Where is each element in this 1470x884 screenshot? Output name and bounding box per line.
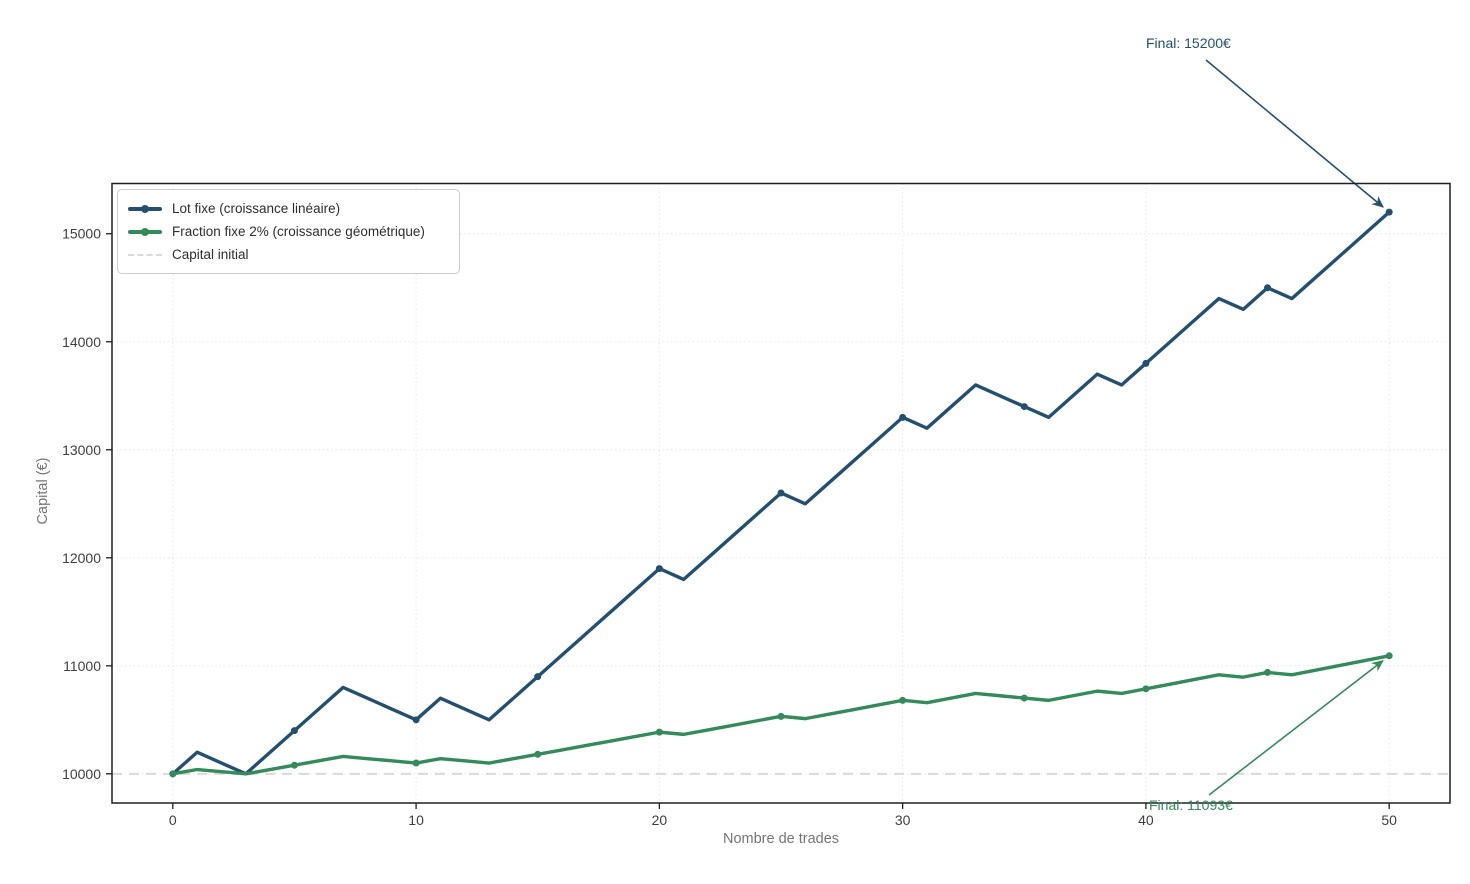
data-point (777, 712, 785, 720)
data-point (655, 565, 663, 573)
x-tick-label: 20 (652, 812, 668, 828)
legend-line-sample-blue (128, 204, 162, 213)
data-point (290, 727, 298, 735)
data-point (655, 728, 663, 736)
legend-label-fraction-fixe: Fraction fixe 2% (croissance géométrique… (172, 224, 425, 239)
x-axis-label: Nombre de trades (722, 831, 840, 847)
y-tick-label: 12000 (62, 550, 101, 566)
annotation-final-fraction-fixe: Final: 11093€ (1149, 797, 1233, 813)
x-tick-label: 0 (169, 812, 177, 828)
x-tick-label: 50 (1381, 812, 1397, 828)
y-tick-label: 13000 (62, 442, 101, 458)
data-point (1385, 208, 1393, 216)
legend: Lot fixe (croissance linéaire) Fraction … (117, 189, 460, 274)
legend-line-sample-green (128, 227, 162, 236)
annotation-final-lot-fixe: Final: 15200€ (1146, 35, 1231, 51)
data-point (1142, 685, 1150, 693)
data-point (534, 673, 542, 681)
y-tick-label: 11000 (63, 658, 101, 674)
data-point (899, 413, 907, 421)
x-tick-label: 30 (895, 812, 911, 828)
annotation-arrow-0 (1205, 59, 1384, 208)
ticks: 0 10 20 30 40 50 10000 11000 12000 13000 14000 1500… (62, 226, 1397, 828)
series-markers-1 (169, 652, 1393, 778)
data-point (412, 716, 420, 724)
axes-border (111, 182, 1451, 804)
legend-marker-blue (141, 204, 149, 213)
data-point (1142, 359, 1150, 367)
data-point (1264, 284, 1272, 292)
legend-item-fraction-fixe: Fraction fixe 2% (croissance géométrique… (128, 222, 447, 241)
data-point (534, 750, 542, 758)
data-point (412, 759, 420, 767)
data-point (899, 696, 907, 704)
data-point (169, 770, 177, 778)
data-point (290, 761, 298, 769)
legend-item-lot-fixe: Lot fixe (croissance linéaire) (128, 199, 447, 218)
y-tick-label: 14000 (62, 334, 101, 350)
y-axis-label: Capital (€) (35, 457, 51, 525)
data-point (777, 489, 785, 497)
legend-marker-green (141, 227, 149, 236)
legend-label-lot-fixe: Lot fixe (croissance linéaire) (172, 201, 341, 216)
x-tick-label: 40 (1138, 812, 1154, 828)
data-point (1385, 652, 1393, 660)
data-point (1020, 403, 1028, 411)
legend-line-sample-dashed (128, 253, 162, 256)
legend-item-capital-initial: Capital initial (128, 245, 447, 264)
data-point (1264, 668, 1272, 676)
legend-label-capital-initial: Capital initial (172, 247, 249, 262)
y-tick-label: 10000 (62, 766, 101, 782)
x-tick-label: 10 (408, 812, 424, 828)
data-point (1020, 694, 1028, 702)
annotation-arrow-1 (1208, 659, 1384, 796)
y-tick-label: 15000 (62, 226, 101, 242)
